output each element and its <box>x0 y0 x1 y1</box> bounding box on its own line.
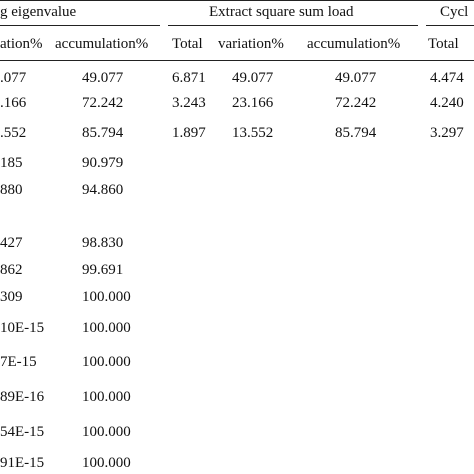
header-group: Cycl <box>440 4 469 20</box>
table-cell: 90.979 <box>82 155 124 171</box>
header-group: Extract square sum load <box>209 4 354 20</box>
table-cell: 13.552 <box>232 125 274 141</box>
table-cell: 4.240 <box>430 95 464 111</box>
table-cell: 862 <box>0 262 23 278</box>
header-group: g eigenvalue <box>0 4 77 20</box>
table-cell: 4.474 <box>430 70 464 86</box>
table-cell: 98.830 <box>82 235 124 251</box>
table-cell: 3.243 <box>172 95 206 111</box>
group-rule <box>0 25 160 26</box>
table-cell: 1.897 <box>172 125 206 141</box>
table-cell: 85.794 <box>335 125 377 141</box>
table-cell: 185 <box>0 155 23 171</box>
column-header: Total <box>428 36 459 52</box>
table-cell: 6.871 <box>172 70 206 86</box>
column-header: variation% <box>218 36 284 52</box>
column-header: accumulation% <box>55 36 149 52</box>
table-cell: 3.297 <box>430 125 464 141</box>
table-cell: 99.691 <box>82 262 124 278</box>
table-cell: 49.077 <box>82 70 124 86</box>
column-header: Total <box>172 36 203 52</box>
table-cell: .166 <box>0 95 27 111</box>
table-cell: 100.000 <box>82 424 131 440</box>
table-cell: 91E-15 <box>0 455 45 471</box>
table-cell: 72.242 <box>82 95 124 111</box>
table-cell: 10E-15 <box>0 320 45 336</box>
group-rule <box>426 25 474 26</box>
table-cell: 49.077 <box>335 70 377 86</box>
top-rule <box>0 0 474 1</box>
table-cell: 85.794 <box>82 125 124 141</box>
table-cell: 23.166 <box>232 95 274 111</box>
table-cell: 309 <box>0 289 23 305</box>
table-cell: 72.242 <box>335 95 377 111</box>
header-rule <box>0 60 474 61</box>
table-cell: .077 <box>0 70 27 86</box>
table-cell: 427 <box>0 235 23 251</box>
table-cell: 89E-16 <box>0 389 45 405</box>
table-cell: 54E-15 <box>0 424 45 440</box>
column-header: accumulation% <box>307 36 401 52</box>
table-cell: 49.077 <box>232 70 274 86</box>
group-rule <box>168 25 418 26</box>
table-cell: 100.000 <box>82 455 131 471</box>
table-cell: 100.000 <box>82 289 131 305</box>
table-cell: 880 <box>0 182 23 198</box>
table-cell: 100.000 <box>82 320 131 336</box>
table-cell: 94.860 <box>82 182 124 198</box>
table-cell: 7E-15 <box>0 354 37 370</box>
table-cell: 100.000 <box>82 389 131 405</box>
column-header: ation% <box>0 36 43 52</box>
table-cell: .552 <box>0 125 27 141</box>
table-cell: 100.000 <box>82 354 131 370</box>
